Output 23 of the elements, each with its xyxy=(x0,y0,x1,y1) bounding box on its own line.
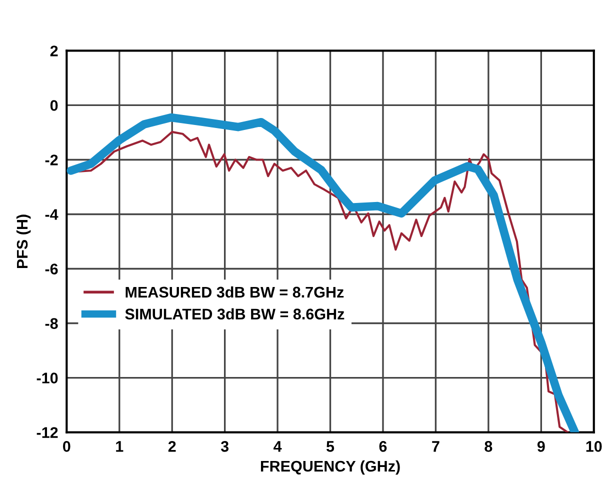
y-tick-label: -4 xyxy=(45,209,58,220)
y-tick-label: -12 xyxy=(36,427,58,438)
y-tick-label: -10 xyxy=(36,372,58,384)
x-tick-label: 1 xyxy=(116,441,124,452)
x-tick-label: 7 xyxy=(432,441,440,452)
x-tick-label: 2 xyxy=(168,441,176,452)
y-tick-label: -2 xyxy=(45,154,58,166)
x-tick-label: 10 xyxy=(586,441,602,452)
y-tick-label: -6 xyxy=(45,264,58,274)
x-tick-label: 9 xyxy=(537,441,545,452)
y-tick-label: -8 xyxy=(45,318,58,329)
x-tick-label: 3 xyxy=(220,441,229,452)
y-tick-label: 2 xyxy=(50,46,58,56)
x-tick-label: 6 xyxy=(379,441,387,452)
x-tick-label: 0 xyxy=(63,441,70,452)
y-tick-label: 0 xyxy=(50,100,58,111)
x-tick-label: 8 xyxy=(484,441,492,452)
legend-label: MEASURED 3dB BW = 8.7GHz xyxy=(126,286,344,298)
x-tick-label: 4 xyxy=(274,441,282,452)
x-axis-title: FREQUENCY (GHz) xyxy=(260,460,400,475)
x-tick-label: 5 xyxy=(326,441,334,452)
legend-label: SIMULATED 3dB BW = 8.6GHz xyxy=(125,308,344,320)
y-axis-title: PFS (H) xyxy=(16,214,31,268)
